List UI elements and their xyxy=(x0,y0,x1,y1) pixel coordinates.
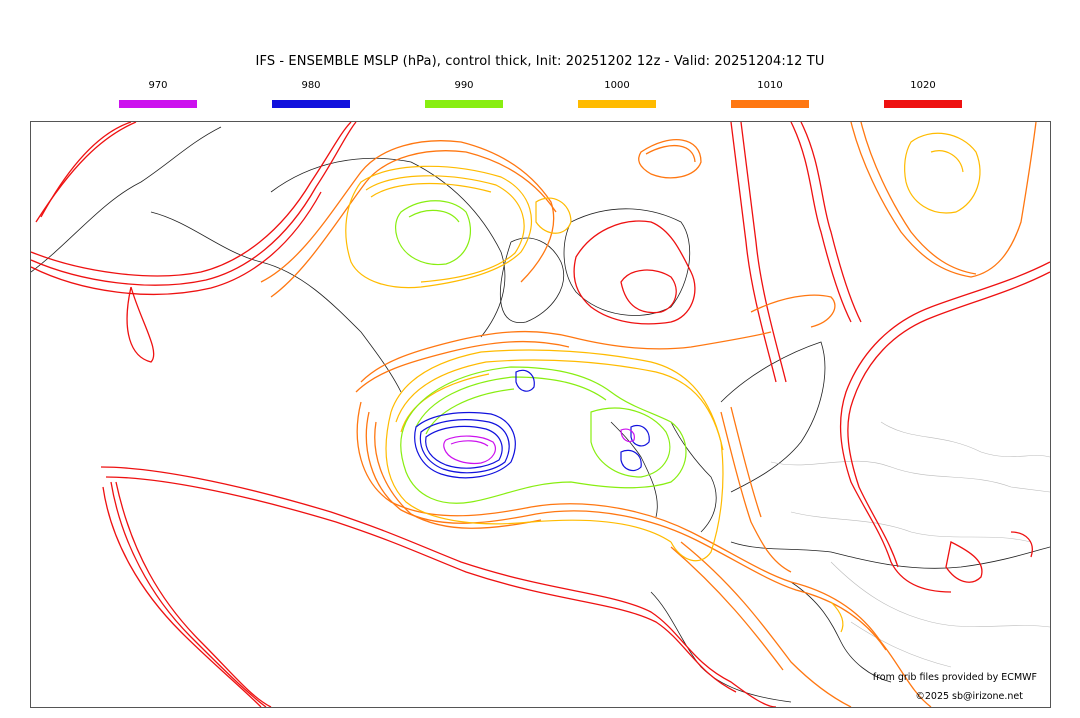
legend-swatch xyxy=(272,100,350,108)
legend-item-1000: 1000 xyxy=(578,80,656,108)
legend-item-970: 970 xyxy=(119,80,197,108)
legend-label: 1020 xyxy=(910,80,936,91)
isobar-970 xyxy=(443,428,635,465)
legend-swatch xyxy=(578,100,656,108)
legend-swatch xyxy=(425,100,503,108)
copyright-notice: ©2025 sb@irizone.net xyxy=(915,691,1023,702)
isobar-map xyxy=(30,121,1051,708)
legend-label: 1010 xyxy=(757,80,783,91)
isobar-980 xyxy=(414,369,650,479)
map-title: IFS - ENSEMBLE MSLP (hPa), control thick… xyxy=(255,54,825,69)
legend-swatch xyxy=(119,100,197,108)
isobar-legend: 970 980 990 1000 1010 1020 xyxy=(0,80,1080,112)
isobar-1020 xyxy=(31,122,1050,707)
isobar-1010 xyxy=(260,122,1037,707)
legend-swatch xyxy=(731,100,809,108)
legend-swatch xyxy=(884,100,962,108)
coastlines xyxy=(31,126,1050,703)
legend-item-990: 990 xyxy=(425,80,503,108)
country-borders xyxy=(770,421,1050,668)
map-canvas xyxy=(31,122,1050,707)
legend-label: 990 xyxy=(454,80,474,91)
data-source-credit: from grib files provided by ECMWF xyxy=(872,672,1037,683)
legend-label: 980 xyxy=(301,80,321,91)
isobar-1000 xyxy=(345,132,981,633)
legend-item-1010: 1010 xyxy=(731,80,809,108)
legend-label: 1000 xyxy=(604,80,630,91)
isobar-990 xyxy=(395,200,687,504)
legend-item-1020: 1020 xyxy=(884,80,962,108)
legend-label: 970 xyxy=(148,80,168,91)
legend-item-980: 980 xyxy=(272,80,350,108)
